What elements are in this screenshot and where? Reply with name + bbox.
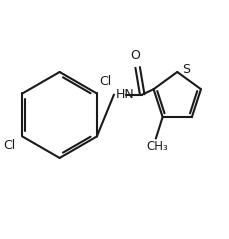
Text: CH₃: CH₃ [145, 140, 167, 153]
Text: HN: HN [116, 88, 134, 101]
Text: O: O [130, 49, 140, 62]
Text: Cl: Cl [3, 139, 16, 152]
Text: Cl: Cl [99, 75, 111, 88]
Text: S: S [181, 63, 189, 76]
